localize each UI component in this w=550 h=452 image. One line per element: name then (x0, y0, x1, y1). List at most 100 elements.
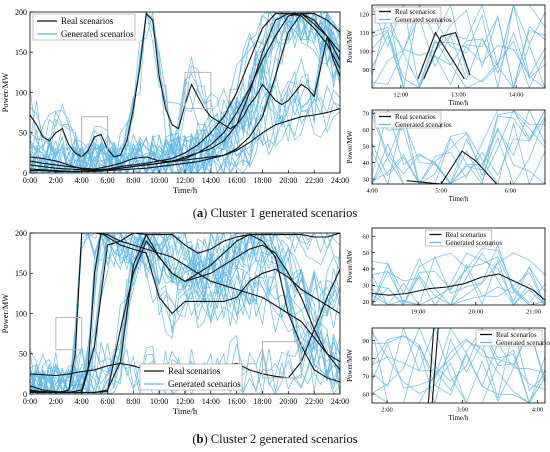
real-scenario-line (30, 13, 340, 171)
generated-scenario-line (30, 233, 340, 394)
plot-area (372, 5, 545, 88)
y-axis-label: Power/MW (0, 73, 10, 113)
x-tick-label: 22:00 (305, 176, 323, 185)
generated-scenario-line (372, 118, 545, 184)
x-tick-label: 20:00 (279, 176, 297, 185)
chart-b-zoom-1: 19:00 20:00 21:00 20 30 40 50 60 Power/MW Real sc… (346, 227, 546, 316)
generated-scenario-line (372, 328, 545, 394)
x-axis-label: Time/h (173, 406, 198, 416)
generated-scenario-line (30, 12, 340, 173)
legend-generated-label: Generated scenarios (61, 29, 134, 39)
legend-real-label: Real scenarios (61, 16, 114, 26)
real-scenario-line (30, 13, 340, 171)
y-tick-label: 80 (363, 356, 370, 363)
x-axis-label: Time/h (449, 99, 469, 107)
x-tick-label: 10:00 (150, 176, 168, 185)
y-tick-label: 50 (19, 129, 27, 138)
x-tick-label: 20:00 (279, 397, 297, 406)
generated-scenario-line (30, 233, 340, 394)
caption-a: (a) Cluster 1 generated scenarios (192, 206, 358, 220)
x-tick-label: 24:00 (331, 176, 349, 185)
y-tick-label: 60 (363, 233, 370, 240)
x-tick-label: 12:00 (393, 92, 408, 99)
x-tick-label: 10:00 (150, 397, 168, 406)
y-tick-label: 70 (363, 111, 370, 118)
y-tick-label: 60 (363, 391, 370, 398)
generated-scenario-line (372, 259, 545, 305)
y-tick-label: 90 (363, 67, 370, 74)
generated-scenario-line (372, 331, 545, 403)
x-tick-label: 18:00 (253, 176, 271, 185)
y-tick-label: 0 (23, 390, 27, 399)
chart-b-main: 0:00 2:00 4:00 6:00 8:00 10:00 12:00 14:00 16:00… (0, 229, 349, 416)
x-tick-label: 22:00 (305, 397, 323, 406)
chart-a-main: 0:00 2:00 4:00 6:00 8:00 10:00 12:00 14:00 16:00… (0, 8, 349, 195)
legend-real-label: Real scenarios (446, 231, 487, 239)
axes-frame (371, 227, 546, 306)
legend-generated-label: Generated scenarios (446, 239, 503, 247)
generated-scenario-line (372, 9, 545, 88)
y-tick-label: 90 (363, 338, 370, 345)
generated-scenario-line (372, 29, 545, 88)
legend-real-label: Real scenarios (168, 366, 221, 376)
generated-scenario-line (30, 12, 340, 173)
real-scenario-line (30, 233, 340, 393)
legend: Real scenarios Generated scenarios (32, 13, 136, 41)
y-tick-label: 0 (23, 169, 27, 178)
chart-a-zoom-1: 12:00 13:00 14:00 90 100 110 120 Time/h Power/MW… (346, 4, 546, 107)
x-tick-label: 18:00 (253, 397, 271, 406)
x-tick-label: 19:00 (411, 309, 426, 316)
generated-scenario-line (372, 16, 545, 88)
generated-scenario-line (372, 110, 545, 184)
legend-generated-label: Generated scenarios (496, 339, 550, 347)
x-tick-label: 4:00 (366, 188, 378, 195)
x-tick-label: 2:00 (381, 407, 393, 414)
y-axis-label: Power/MW (346, 30, 354, 63)
generated-scenario-line (30, 233, 340, 394)
generated-scenario-line (30, 233, 340, 394)
x-tick-label: 6:00 (100, 176, 114, 185)
generated-scenario-line (372, 5, 545, 66)
y-tick-label: 120 (359, 11, 369, 18)
x-tick-label: 0:00 (23, 397, 37, 406)
x-tick-label: 2:00 (49, 176, 63, 185)
generated-scenario-line (372, 328, 545, 403)
legend-generated-label: Generated scenarios (395, 16, 452, 24)
zoom-region-box (262, 341, 302, 379)
x-tick-label: 8:00 (126, 397, 140, 406)
y-tick-label: 150 (15, 269, 27, 278)
y-tick-label: 70 (363, 373, 370, 380)
real-scenario-line (431, 328, 439, 403)
generated-scenario-line (372, 252, 545, 305)
generated-scenario-line (372, 252, 545, 305)
x-tick-label: 6:00 (100, 397, 114, 406)
y-tick-label: 150 (15, 48, 27, 57)
x-tick-label: 16:00 (228, 176, 246, 185)
y-tick-label: 100 (15, 309, 27, 318)
caption-b-letter: b (196, 432, 204, 446)
y-tick-label: 50 (363, 143, 370, 150)
y-tick-label: 100 (15, 88, 27, 97)
legend-real-label: Real scenarios (395, 113, 436, 121)
real-scenario-line (417, 31, 465, 80)
legend-generated-label: Generated scenarios (168, 379, 241, 389)
x-axis-label: Time/h (449, 195, 469, 203)
x-tick-label: 0:00 (23, 176, 37, 185)
x-axis-label: Time/h (173, 185, 198, 195)
legend-box (139, 363, 243, 391)
real-scenario-line (30, 233, 340, 393)
legend-real-label: Real scenarios (395, 8, 436, 16)
generated-scenario-line (372, 110, 545, 184)
y-tick-label: 50 (19, 350, 27, 359)
generated-scenario-line (372, 248, 545, 305)
real-scenario-line (423, 32, 471, 80)
legend: Real scenarios Generated scenarios (139, 363, 243, 391)
y-tick-label: 110 (359, 30, 369, 37)
legend-box (475, 329, 543, 347)
generated-scenario-line (30, 12, 340, 173)
